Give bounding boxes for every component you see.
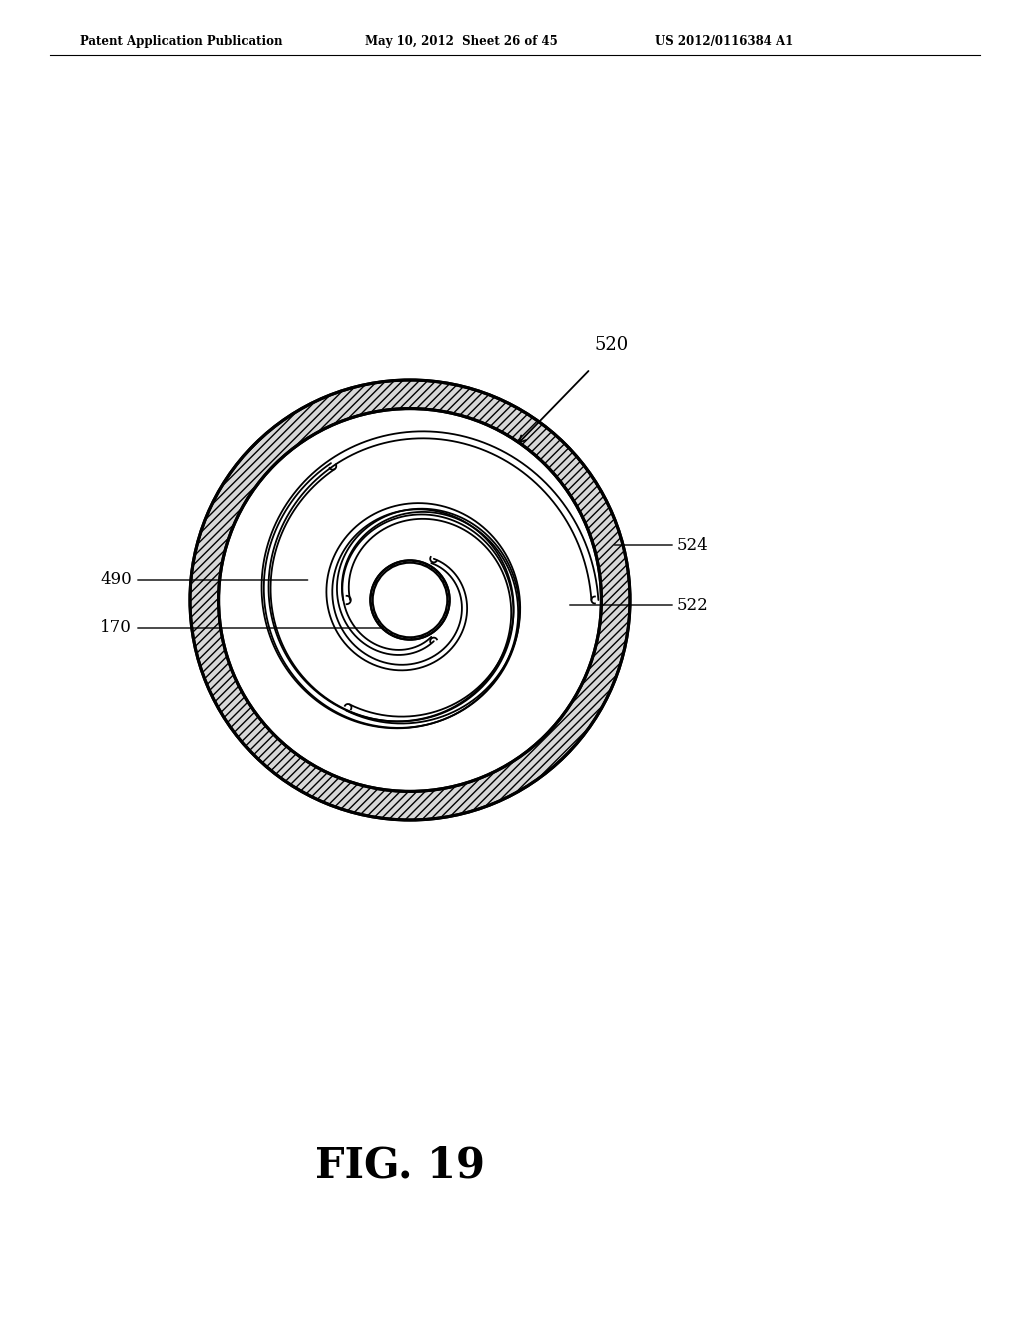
Circle shape: [185, 375, 635, 825]
Text: Patent Application Publication: Patent Application Publication: [80, 36, 283, 48]
Circle shape: [219, 409, 600, 791]
Text: 520: 520: [595, 335, 629, 354]
Text: 522: 522: [677, 597, 709, 614]
Text: 524: 524: [677, 536, 709, 553]
Text: FIG. 19: FIG. 19: [315, 1144, 485, 1185]
Text: 170: 170: [100, 619, 132, 636]
Text: May 10, 2012  Sheet 26 of 45: May 10, 2012 Sheet 26 of 45: [365, 36, 558, 48]
Circle shape: [373, 562, 447, 638]
Text: US 2012/0116384 A1: US 2012/0116384 A1: [655, 36, 794, 48]
Text: 490: 490: [100, 572, 132, 589]
